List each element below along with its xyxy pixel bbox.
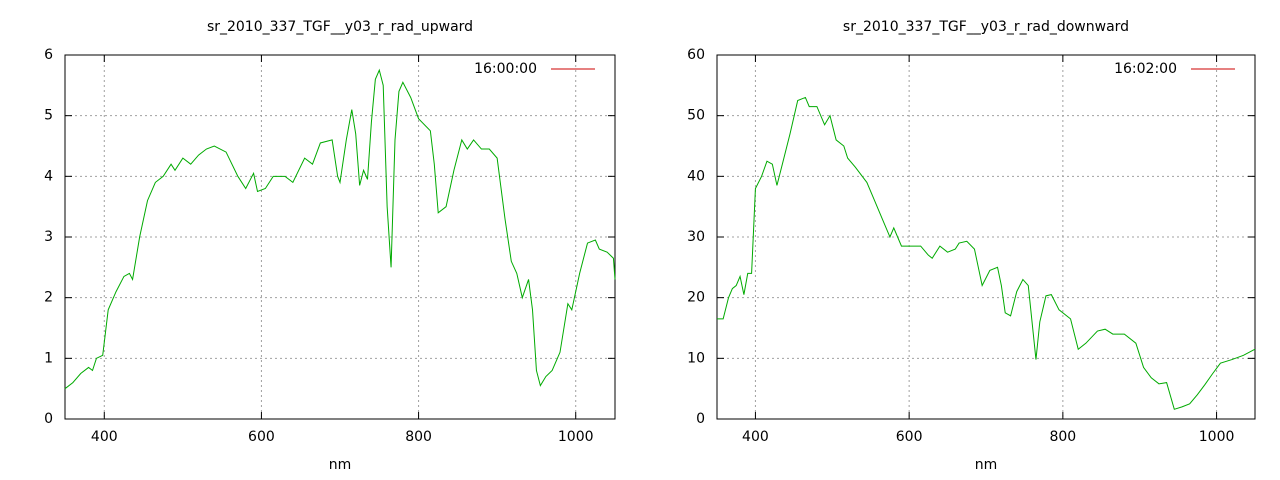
chart-title: sr_2010_337_TGF__y03_r_rad_downward [843,19,1129,35]
y-tick-label: 4 [44,168,53,184]
y-tick-label: 10 [687,350,705,366]
x-axis-label: nm [975,457,998,473]
y-tick-label: 6 [44,47,53,63]
y-tick-label: 5 [44,108,53,124]
y-tick-label: 0 [44,411,53,427]
chart-title: sr_2010_337_TGF__y03_r_rad_upward [207,19,473,35]
x-tick-label: 400 [91,429,118,445]
data-line [64,68,616,390]
legend-label: 16:00:00 [474,61,537,77]
y-tick-label: 40 [687,168,705,184]
data-line [717,96,1256,410]
y-tick-label: 60 [687,47,705,63]
y-tick-label: 3 [44,229,53,245]
y-tick-label: 20 [687,290,705,306]
plot-frame [716,54,1256,420]
y-tick-label: 1 [44,350,53,366]
legend-label: 16:02:00 [1114,61,1177,77]
y-tick-label: 50 [687,108,705,124]
x-tick-label: 600 [248,429,275,445]
x-axis-label: nm [329,457,352,473]
x-tick-label: 800 [1049,429,1076,445]
x-tick-label: 400 [742,429,769,445]
y-tick-label: 2 [44,290,53,306]
x-tick-label: 600 [896,429,923,445]
x-tick-label: 800 [405,429,432,445]
y-tick-label: 30 [687,229,705,245]
x-tick-label: 1000 [1199,429,1235,445]
x-tick-label: 1000 [558,429,594,445]
plot-frame [64,54,616,420]
y-tick-label: 0 [696,411,705,427]
